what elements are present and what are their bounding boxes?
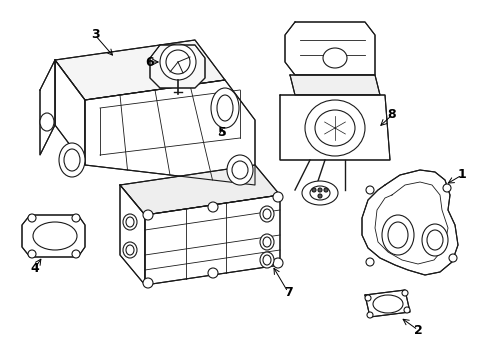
- Ellipse shape: [302, 181, 338, 205]
- Ellipse shape: [388, 222, 408, 248]
- Ellipse shape: [208, 268, 218, 278]
- Text: 7: 7: [284, 285, 293, 298]
- Ellipse shape: [143, 210, 153, 220]
- Text: 2: 2: [414, 324, 422, 337]
- Ellipse shape: [404, 307, 410, 313]
- Ellipse shape: [427, 230, 443, 250]
- Text: 8: 8: [388, 108, 396, 122]
- Ellipse shape: [217, 95, 233, 121]
- Polygon shape: [365, 290, 410, 317]
- Polygon shape: [150, 45, 205, 88]
- Polygon shape: [40, 60, 55, 155]
- Ellipse shape: [365, 295, 371, 301]
- Text: 5: 5: [218, 126, 226, 139]
- Ellipse shape: [310, 186, 330, 200]
- Ellipse shape: [64, 149, 80, 171]
- Ellipse shape: [263, 209, 271, 219]
- Text: 1: 1: [458, 168, 466, 181]
- Ellipse shape: [126, 217, 134, 227]
- Text: 4: 4: [31, 261, 39, 274]
- Ellipse shape: [422, 224, 448, 256]
- Ellipse shape: [273, 258, 283, 268]
- Ellipse shape: [382, 215, 414, 255]
- Ellipse shape: [260, 234, 274, 250]
- Text: 3: 3: [91, 28, 99, 41]
- Polygon shape: [120, 165, 280, 215]
- Ellipse shape: [315, 110, 355, 146]
- Ellipse shape: [318, 194, 322, 198]
- Ellipse shape: [28, 250, 36, 258]
- Ellipse shape: [166, 50, 190, 74]
- Ellipse shape: [443, 184, 451, 192]
- Polygon shape: [55, 60, 85, 165]
- Text: 6: 6: [146, 55, 154, 68]
- Ellipse shape: [123, 242, 137, 258]
- Ellipse shape: [273, 192, 283, 202]
- Ellipse shape: [324, 188, 328, 192]
- Polygon shape: [285, 22, 375, 75]
- Ellipse shape: [323, 48, 347, 68]
- Polygon shape: [22, 215, 85, 257]
- Ellipse shape: [59, 143, 85, 177]
- Ellipse shape: [366, 258, 374, 266]
- Ellipse shape: [227, 155, 253, 185]
- Ellipse shape: [211, 88, 239, 128]
- Ellipse shape: [373, 295, 403, 313]
- Polygon shape: [290, 75, 380, 95]
- Ellipse shape: [305, 100, 365, 156]
- Polygon shape: [85, 80, 255, 185]
- Ellipse shape: [33, 222, 77, 250]
- Polygon shape: [362, 170, 458, 275]
- Ellipse shape: [208, 202, 218, 212]
- Polygon shape: [55, 40, 225, 100]
- Ellipse shape: [402, 290, 408, 296]
- Ellipse shape: [367, 312, 373, 318]
- Ellipse shape: [318, 188, 322, 192]
- Ellipse shape: [449, 254, 457, 262]
- Polygon shape: [145, 195, 280, 285]
- Ellipse shape: [260, 206, 274, 222]
- Ellipse shape: [232, 161, 248, 179]
- Ellipse shape: [126, 245, 134, 255]
- Ellipse shape: [263, 255, 271, 265]
- Polygon shape: [120, 185, 145, 285]
- Ellipse shape: [263, 237, 271, 247]
- Ellipse shape: [72, 250, 80, 258]
- Ellipse shape: [366, 186, 374, 194]
- Ellipse shape: [312, 188, 316, 192]
- Polygon shape: [280, 95, 390, 160]
- Ellipse shape: [123, 214, 137, 230]
- Ellipse shape: [72, 214, 80, 222]
- Ellipse shape: [160, 44, 196, 80]
- Ellipse shape: [40, 113, 54, 131]
- Ellipse shape: [260, 252, 274, 268]
- Ellipse shape: [28, 214, 36, 222]
- Ellipse shape: [143, 278, 153, 288]
